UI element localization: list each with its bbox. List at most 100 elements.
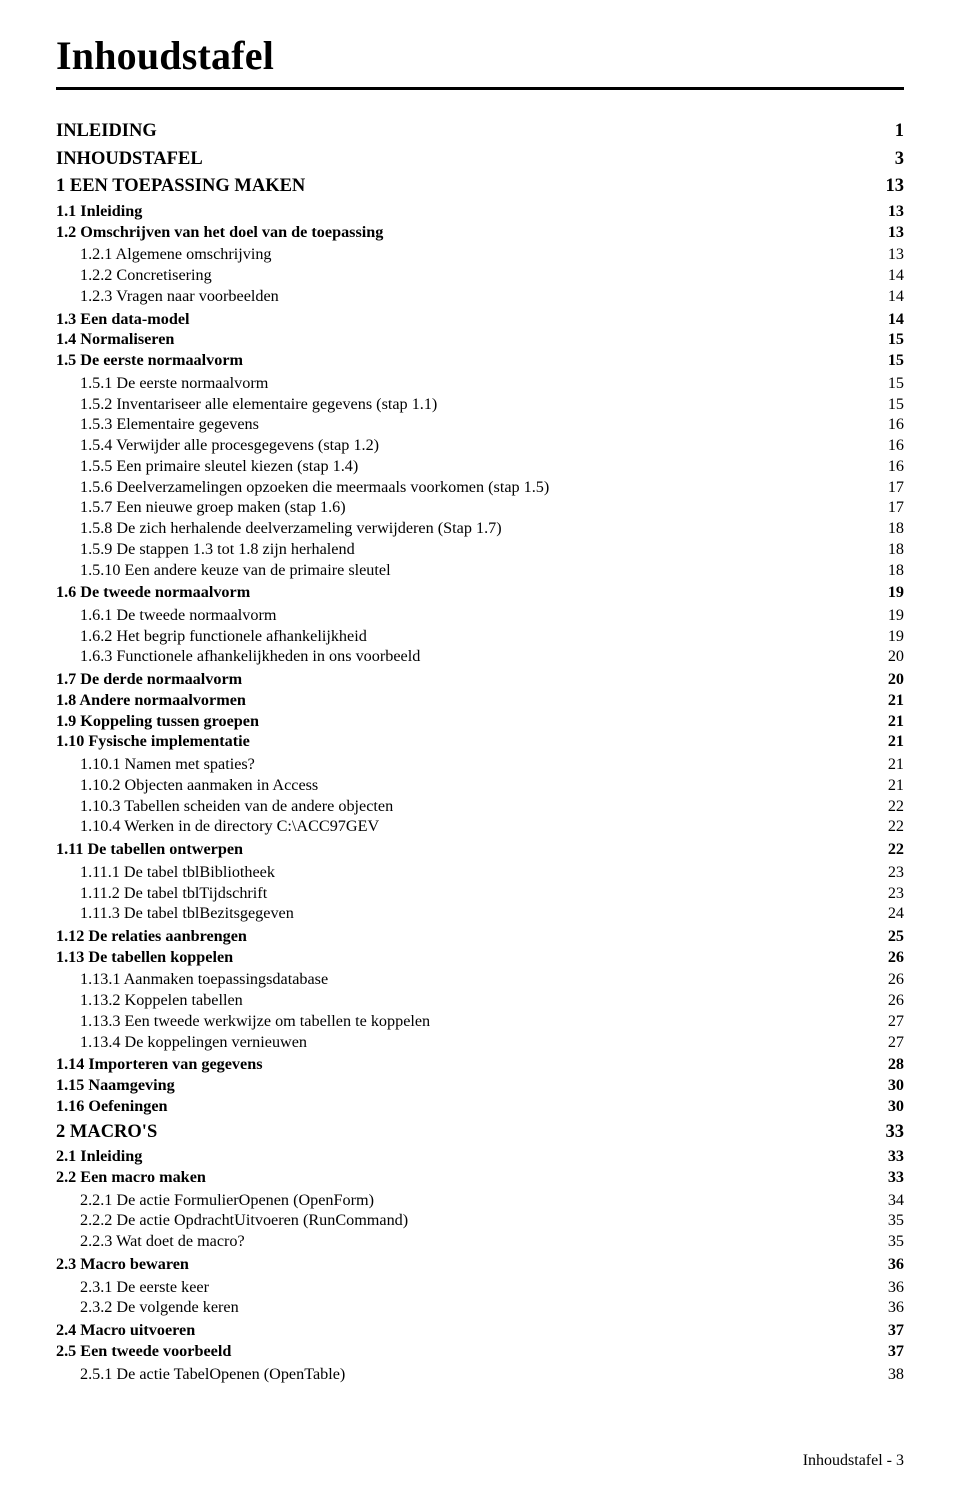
toc-entry: 2.4 Macro uitvoeren37 bbox=[56, 1320, 904, 1341]
toc-entry: 1.11 De tabellen ontwerpen 22 bbox=[56, 839, 904, 860]
toc-label: INLEIDING bbox=[56, 120, 157, 144]
toc-page-number: 16 bbox=[888, 435, 904, 456]
toc-page-number: 35 bbox=[888, 1210, 904, 1231]
toc-page-number: 21 bbox=[888, 690, 904, 711]
toc-entry: 1.13.3 Een tweede werkwijze om tabellen … bbox=[56, 1011, 904, 1032]
toc-label: 1.7 De derde normaalvorm bbox=[56, 669, 242, 690]
toc-entry: 2.5.1 De actie TabelOpenen (OpenTable)38 bbox=[56, 1364, 904, 1385]
toc-label: 1.10.2 Objecten aanmaken in Access bbox=[80, 775, 318, 796]
toc-entry: 1.7 De derde normaalvorm20 bbox=[56, 669, 904, 690]
toc-entry: 1.13.2 Koppelen tabellen26 bbox=[56, 990, 904, 1011]
toc-page-number: 20 bbox=[888, 646, 904, 667]
toc-label: 1.13.4 De koppelingen vernieuwen bbox=[80, 1032, 307, 1053]
document-page: Inhoudstafel INLEIDING1INHOUDSTAFEL31 EE… bbox=[0, 0, 960, 1490]
toc-label: 1.5.5 Een primaire sleutel kiezen (stap … bbox=[80, 456, 358, 477]
toc-page-number: 33 bbox=[886, 1121, 905, 1145]
toc-page-number: 21 bbox=[888, 731, 904, 752]
toc-page-number: 14 bbox=[888, 309, 904, 330]
toc-page-number: 27 bbox=[888, 1011, 904, 1032]
toc-entry: 1.3 Een data-model14 bbox=[56, 309, 904, 330]
toc-entry: 1.14 Importeren van gegevens28 bbox=[56, 1054, 904, 1075]
toc-label: 1.6 De tweede normaalvorm bbox=[56, 582, 250, 603]
toc-entry: 2.2 Een macro maken 33 bbox=[56, 1167, 904, 1188]
toc-label: 1.5.10 Een andere keuze van de primaire … bbox=[80, 560, 391, 581]
toc-label: 2.2 Een macro maken bbox=[56, 1167, 206, 1188]
toc-label: 1.2.2 Concretisering bbox=[80, 265, 212, 286]
toc-page-number: 13 bbox=[888, 201, 904, 222]
toc-page-number: 15 bbox=[888, 350, 904, 371]
toc-label: 1.2 Omschrijven van het doel van de toep… bbox=[56, 222, 383, 243]
toc-page-number: 18 bbox=[888, 539, 904, 560]
toc-entry: 1.10.1 Namen met spaties?21 bbox=[56, 754, 904, 775]
toc-label: 1.6.2 Het begrip functionele afhankelijk… bbox=[80, 626, 367, 647]
toc-label: 1.5 De eerste normaalvorm bbox=[56, 350, 243, 371]
toc-label: 1.5.9 De stappen 1.3 tot 1.8 zijn herhal… bbox=[80, 539, 355, 560]
toc-entry: 2.3 Macro bewaren 36 bbox=[56, 1254, 904, 1275]
toc-page-number: 26 bbox=[888, 947, 904, 968]
toc-entry: 1.5.8 De zich herhalende deelverzameling… bbox=[56, 518, 904, 539]
toc-entry: 2.2.2 De actie OpdrachtUitvoeren (RunCom… bbox=[56, 1210, 904, 1231]
toc-entry: 1.13.1 Aanmaken toepassingsdatabase 26 bbox=[56, 969, 904, 990]
toc-entry: 1.16 Oefeningen 30 bbox=[56, 1096, 904, 1117]
toc-page-number: 35 bbox=[888, 1231, 904, 1252]
toc-label: 2.3 Macro bewaren bbox=[56, 1254, 189, 1275]
toc-page-number: 15 bbox=[888, 329, 904, 350]
toc-entry: 1.5.3 Elementaire gegevens 16 bbox=[56, 414, 904, 435]
toc-page-number: 21 bbox=[888, 711, 904, 732]
toc-label: 1.6.1 De tweede normaalvorm bbox=[80, 605, 276, 626]
toc-entry: 1.5.5 Een primaire sleutel kiezen (stap … bbox=[56, 456, 904, 477]
toc-label: 2.5 Een tweede voorbeeld bbox=[56, 1341, 231, 1362]
toc-label: 1.16 Oefeningen bbox=[56, 1096, 168, 1117]
toc-page-number: 14 bbox=[888, 286, 904, 307]
toc-entry: 1.1 Inleiding13 bbox=[56, 201, 904, 222]
toc-page-number: 30 bbox=[888, 1096, 904, 1117]
toc-label: 1.10.3 Tabellen scheiden van de andere o… bbox=[80, 796, 393, 817]
toc-entry: 1.2.2 Concretisering14 bbox=[56, 265, 904, 286]
toc-label: 1.12 De relaties aanbrengen bbox=[56, 926, 247, 947]
toc-page-number: 33 bbox=[888, 1167, 904, 1188]
toc-page-number: 33 bbox=[888, 1146, 904, 1167]
toc-page-number: 23 bbox=[888, 862, 904, 883]
toc-entry: 1.2.1 Algemene omschrijving13 bbox=[56, 244, 904, 265]
toc-entry: 1.10.3 Tabellen scheiden van de andere o… bbox=[56, 796, 904, 817]
toc-page-number: 36 bbox=[888, 1277, 904, 1298]
toc-entry: 1.9 Koppeling tussen groepen21 bbox=[56, 711, 904, 732]
toc-label: 1.14 Importeren van gegevens bbox=[56, 1054, 263, 1075]
toc-entry: 2 MACRO'S 33 bbox=[56, 1121, 904, 1145]
toc-page-number: 36 bbox=[888, 1297, 904, 1318]
toc-label: 1.5.6 Deelverzamelingen opzoeken die mee… bbox=[80, 477, 549, 498]
toc-entry: 1.2.3 Vragen naar voorbeelden14 bbox=[56, 286, 904, 307]
table-of-contents: INLEIDING1INHOUDSTAFEL31 EEN TOEPASSING … bbox=[56, 120, 904, 1384]
toc-page-number: 17 bbox=[888, 497, 904, 518]
toc-entry: 1.12 De relaties aanbrengen25 bbox=[56, 926, 904, 947]
toc-entry: 2.2.1 De actie FormulierOpenen (OpenForm… bbox=[56, 1190, 904, 1211]
toc-entry: 2.3.2 De volgende keren 36 bbox=[56, 1297, 904, 1318]
toc-entry: 1.6 De tweede normaalvorm19 bbox=[56, 582, 904, 603]
toc-entry: 1.5 De eerste normaalvorm 15 bbox=[56, 350, 904, 371]
toc-entry: 1.11.2 De tabel tblTijdschrift23 bbox=[56, 883, 904, 904]
toc-entry: 2.2.3 Wat doet de macro?35 bbox=[56, 1231, 904, 1252]
toc-label: 1.5.2 Inventariseer alle elementaire geg… bbox=[80, 394, 437, 415]
toc-label: 1.10.1 Namen met spaties? bbox=[80, 754, 255, 775]
toc-entry: 1.11.1 De tabel tblBibliotheek23 bbox=[56, 862, 904, 883]
toc-entry: 1.5.2 Inventariseer alle elementaire geg… bbox=[56, 394, 904, 415]
toc-label: 2.3.2 De volgende keren bbox=[80, 1297, 239, 1318]
toc-page-number: 19 bbox=[888, 626, 904, 647]
toc-page-number: 16 bbox=[888, 414, 904, 435]
toc-page-number: 36 bbox=[888, 1254, 904, 1275]
toc-label: 1.5.3 Elementaire gegevens bbox=[80, 414, 259, 435]
toc-label: 2.5.1 De actie TabelOpenen (OpenTable) bbox=[80, 1364, 345, 1385]
page-footer: Inhoudstafel - 3 bbox=[803, 1452, 904, 1470]
toc-page-number: 24 bbox=[888, 903, 904, 924]
toc-label: 1.13.2 Koppelen tabellen bbox=[80, 990, 243, 1011]
toc-entry: 1.5.4 Verwijder alle procesgegevens (sta… bbox=[56, 435, 904, 456]
toc-page-number: 37 bbox=[888, 1341, 904, 1362]
toc-page-number: 26 bbox=[888, 969, 904, 990]
toc-label: 1.13.1 Aanmaken toepassingsdatabase bbox=[80, 969, 328, 990]
toc-label: 1.13 De tabellen koppelen bbox=[56, 947, 233, 968]
toc-label: 2 MACRO'S bbox=[56, 1121, 157, 1145]
toc-label: 1.11 De tabellen ontwerpen bbox=[56, 839, 243, 860]
toc-entry: 1.10 Fysische implementatie21 bbox=[56, 731, 904, 752]
toc-entry: 1.6.1 De tweede normaalvorm19 bbox=[56, 605, 904, 626]
toc-page-number: 22 bbox=[888, 839, 904, 860]
